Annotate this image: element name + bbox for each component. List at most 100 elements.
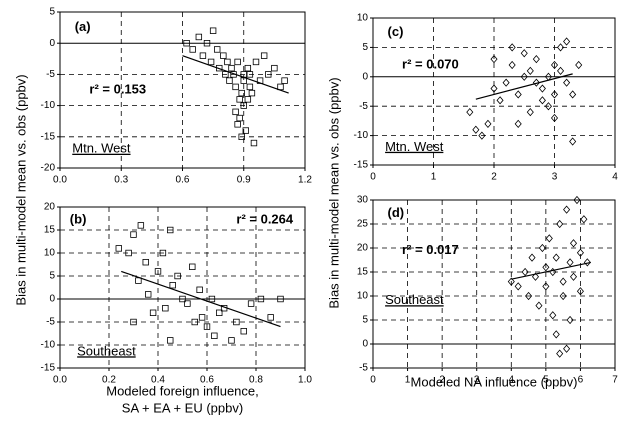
x-tick-label: 1 [431,172,437,183]
region-label: Mtn. West [72,141,131,156]
point [167,226,174,234]
point [550,113,559,123]
x-axis-label: Modeled NA influence (ppbv) [411,374,578,389]
point [544,102,552,111]
point [240,102,247,109]
y-axis-label: Bias in multi-model mean vs. obs (ppbv) [326,77,341,308]
point [532,55,540,64]
point [525,291,533,301]
point [203,40,211,47]
point [549,311,557,320]
region-label: Southeast [77,343,136,358]
point [271,64,278,72]
point [162,304,169,312]
point [184,300,191,307]
trend-line [121,270,281,328]
point [216,309,223,316]
point [220,52,227,59]
point [183,40,190,47]
point [557,66,565,76]
point [236,114,243,122]
y-axis-label: Bias in multi-model mean vs. obs (ppbv) [13,74,28,305]
point [137,222,145,229]
point [169,281,176,289]
x-axis-label: SA + EA + EU (ppbv) [122,400,243,415]
point [556,349,564,358]
point [542,263,550,272]
point [478,131,486,140]
point [484,119,492,128]
y-tick-label: -5 [359,101,368,112]
annotation: r² = 0.070 [402,56,459,71]
point [115,245,122,252]
x-tick-label: 0.6 [200,375,214,386]
point [514,90,522,99]
x-tick-label: 3 [552,172,558,183]
point [236,96,243,103]
panel-label: (c) [388,24,404,39]
point [154,268,162,275]
point [502,78,510,87]
x-tick-label: 2 [491,172,497,183]
point [130,318,137,326]
point [550,90,559,99]
x-tick-label: 0.2 [102,375,116,386]
point [179,295,186,303]
x-tick-label: 0.0 [53,175,67,186]
point [198,314,206,321]
region-label: Mtn. West [385,139,444,154]
point [222,71,229,78]
point [228,64,235,72]
point [508,43,516,52]
point [211,332,218,339]
point [240,327,247,335]
point [144,291,152,298]
point [234,121,241,128]
point [224,58,231,66]
point [189,263,196,270]
point [167,337,174,344]
point [472,125,480,134]
y-tick-label: 15 [357,267,369,278]
point [514,119,522,128]
annotation: r² = 0.264 [236,211,294,226]
point [566,258,574,267]
point [252,58,260,66]
point [545,234,553,243]
point [174,272,181,280]
point [557,43,565,52]
point [277,295,284,303]
point [242,127,249,134]
x-tick-label: 3 [474,375,480,386]
y-tick-label: 10 [44,248,56,259]
point [203,323,211,330]
point [189,46,196,53]
point [199,52,207,59]
point [576,287,584,296]
point [514,282,522,291]
point [508,60,516,70]
point [226,77,233,84]
trend-line [475,73,573,100]
point [526,66,534,76]
point [532,78,540,87]
point [490,84,498,93]
point [238,133,245,140]
point [520,49,528,58]
y-tick-label: 5 [49,7,55,18]
trend-line [511,261,591,280]
plot-frame [372,17,616,166]
point [191,318,198,326]
point [563,344,571,353]
point [490,55,498,64]
point [246,71,254,78]
plot-frame [59,11,306,169]
point [569,90,577,99]
point [538,84,546,93]
point [556,219,564,229]
x-tick-label: 1.2 [298,175,312,186]
point [214,46,221,53]
trend-line [182,55,289,94]
x-tick-label: 2 [439,375,445,386]
